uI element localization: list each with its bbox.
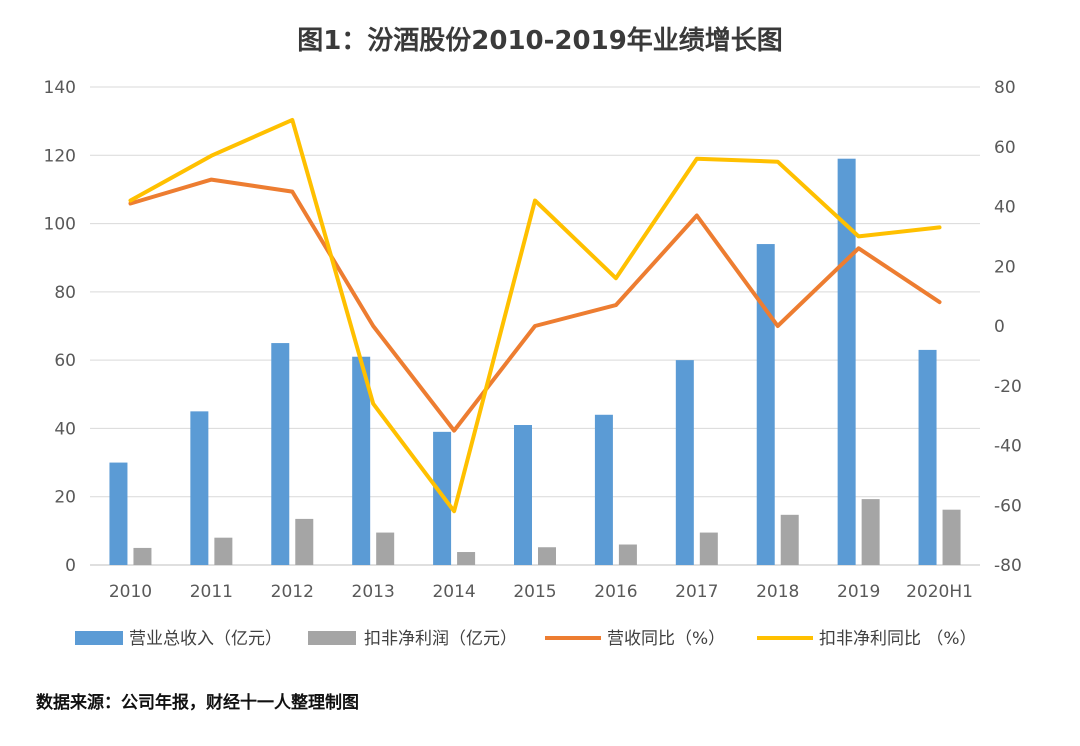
axes: 0 20 40 60 80 100 120 140 -80 -60 -40 -20 0 20 40 60 80 2… [44,78,1022,602]
x-tick-label: 2010 [109,582,152,602]
lines [128,117,942,514]
bar [133,547,152,565]
y-left-tick-label: 20 [54,488,76,508]
source-note: 数据来源：公司年报，财经十一人整理制图 [36,693,359,713]
bar [457,552,476,565]
bar [756,244,775,566]
bar [618,544,637,565]
bars [109,158,961,566]
y-right-tick-label: -80 [994,556,1022,576]
y-right-tick-label: 20 [994,257,1016,277]
legend-label: 营收同比（%） [607,629,725,649]
x-tick-label: 2016 [594,582,637,602]
bar [699,532,718,565]
bar [514,425,532,565]
legend-label: 营业总收入（亿元） [129,629,282,649]
x-tick-label: 2015 [513,582,556,602]
bar [861,499,880,565]
bar [214,537,233,565]
y-right-tick-label: -60 [994,496,1022,516]
y-right-tick-label: 40 [994,198,1016,218]
x-tick-label: 2017 [675,582,718,602]
bar [376,532,395,565]
bar [109,462,128,565]
bar [190,411,209,565]
legend-label: 扣非净利同比 （%） [819,629,977,649]
legend-swatch [308,631,356,645]
x-tick-label: 2011 [190,582,233,602]
legend-swatch [75,631,123,645]
bar [352,356,371,565]
x-tick-label: 2013 [352,582,395,602]
y-left-tick-label: 120 [44,146,76,166]
y-left-tick-label: 140 [44,78,76,98]
bar [780,514,799,565]
bar [295,518,314,565]
bar [271,343,290,565]
y-right-tick-label: 80 [994,78,1016,98]
bar [918,349,937,565]
y-right-tick-label: 0 [994,317,1005,337]
legend-label: 扣非净利润（亿元） [364,629,517,649]
y-left-tick-label: 80 [54,283,76,303]
x-tick-label: 2012 [271,582,314,602]
bar [837,158,856,565]
legend: 营业总收入（亿元） 扣非净利润（亿元） 营收同比（%） 扣非净利同比 （%） [75,629,977,649]
bar [675,360,694,565]
y-right-tick-label: 60 [994,138,1016,158]
y-right-tick-label: -40 [994,437,1022,457]
series-line [128,177,942,433]
x-tick-label: 2020H1 [906,582,973,602]
bar [942,509,961,565]
bar [538,547,556,565]
y-left-tick-label: 40 [54,419,76,439]
y-left-tick-label: 60 [54,351,76,371]
x-tick-label: 2018 [756,582,799,602]
x-tick-label: 2019 [837,582,880,602]
series-line [128,117,942,514]
y-right-tick-label: -20 [994,377,1022,397]
chart-title: 图1：汾酒股份2010-2019年业绩增长图 [297,26,783,56]
x-tick-label: 2014 [432,582,475,602]
y-left-tick-label: 0 [65,556,76,576]
bar [594,414,613,565]
gridlines [90,86,980,566]
y-left-tick-label: 100 [44,215,76,235]
